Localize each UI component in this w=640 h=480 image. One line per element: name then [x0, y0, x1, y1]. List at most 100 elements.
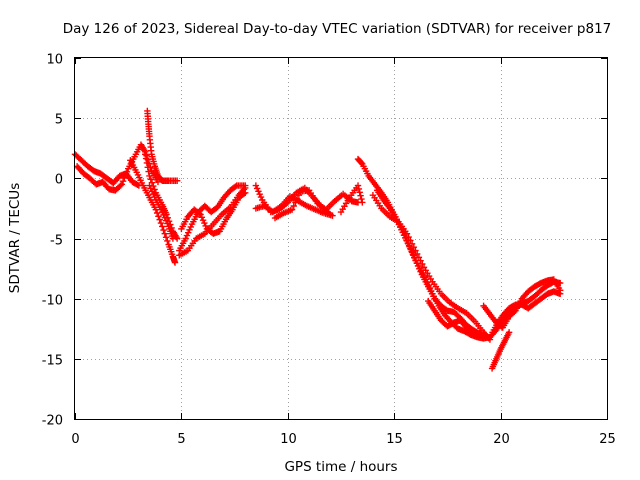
x-tick-label: 25	[599, 432, 616, 447]
data-point	[142, 151, 149, 158]
x-tick-label: 15	[386, 432, 403, 447]
data-point	[476, 331, 483, 338]
data-point	[403, 230, 411, 237]
data-point	[173, 177, 181, 184]
data-point	[199, 217, 207, 224]
data-point	[122, 171, 129, 179]
data-point	[164, 237, 171, 245]
y-axis-label: SDTVAR / TECUs	[7, 183, 23, 293]
data-point	[256, 191, 263, 198]
data-point	[505, 329, 513, 336]
data-point	[147, 185, 154, 192]
data-point	[358, 195, 365, 203]
data-point	[153, 209, 161, 217]
data-points	[71, 107, 564, 372]
x-tick-label: 10	[280, 432, 297, 447]
data-point	[146, 182, 153, 189]
y-tick-label: -20	[42, 414, 63, 429]
data-point	[413, 259, 420, 267]
data-point	[182, 235, 189, 242]
data-point	[142, 155, 150, 162]
data-point	[151, 193, 158, 201]
data-point	[357, 192, 364, 199]
data-point	[202, 222, 209, 230]
data-point	[295, 191, 303, 199]
data-point	[201, 219, 208, 227]
y-tick-label: 10	[46, 53, 63, 68]
data-point	[160, 226, 167, 234]
data-point	[198, 214, 206, 221]
data-point	[196, 210, 203, 217]
data-point	[150, 191, 157, 198]
data-point	[419, 260, 426, 268]
data-point	[288, 206, 296, 213]
data-point	[145, 168, 152, 175]
y-tick-label: 5	[55, 113, 63, 128]
data-point	[159, 223, 166, 230]
data-point	[359, 199, 366, 206]
data-point	[147, 176, 154, 183]
data-point	[407, 245, 414, 252]
data-point	[118, 181, 126, 188]
data-point	[123, 168, 131, 176]
data-point	[511, 308, 518, 316]
data-point	[417, 268, 424, 275]
y-tick-label: 0	[55, 173, 63, 188]
x-tick-label: 5	[177, 432, 185, 447]
data-point	[187, 223, 194, 231]
data-point	[255, 188, 262, 195]
data-point	[117, 182, 124, 189]
data-point	[410, 243, 417, 251]
x-axis-ticks: 0 5 10 15 20 25	[71, 58, 616, 447]
data-point	[290, 202, 297, 210]
data-point	[413, 250, 421, 258]
data-point	[252, 182, 260, 189]
data-point	[242, 184, 249, 192]
data-point	[253, 185, 261, 192]
data-point	[408, 240, 416, 247]
data-point	[356, 189, 363, 196]
data-point	[161, 230, 169, 237]
plot-frame	[74, 57, 608, 420]
chart-title: Day 126 of 2023, Sidereal Day-to-day VTE…	[63, 21, 612, 37]
data-point	[407, 237, 414, 244]
y-tick-label: -10	[42, 294, 63, 309]
y-axis-ticks: -20 -15 -10 -5 0 5 10	[42, 53, 607, 429]
data-point	[146, 172, 153, 180]
data-point	[164, 220, 171, 227]
data-point	[143, 159, 151, 167]
data-point	[355, 185, 363, 193]
data-point	[417, 257, 424, 264]
data-point	[292, 199, 299, 206]
data-point	[414, 262, 422, 270]
data-point	[232, 183, 239, 190]
data-point	[159, 208, 166, 216]
data-point	[185, 229, 192, 236]
data-point	[160, 211, 167, 219]
x-axis-label: GPS time / hours	[284, 459, 397, 475]
data-point	[169, 235, 177, 242]
data-point	[354, 182, 362, 189]
data-point	[293, 195, 301, 202]
data-point	[162, 217, 170, 224]
data-point	[329, 212, 336, 219]
data-point	[197, 211, 204, 218]
y-tick-label: -15	[42, 354, 63, 369]
y-tick-label: -5	[50, 234, 63, 249]
data-point	[144, 164, 151, 171]
data-point	[162, 234, 170, 241]
data-point	[183, 232, 191, 239]
data-point	[412, 247, 419, 254]
data-point	[415, 254, 423, 261]
data-point	[556, 287, 564, 294]
data-point	[157, 219, 165, 227]
data-point	[171, 259, 179, 266]
data-point	[156, 216, 163, 223]
data-point	[416, 265, 423, 273]
data-point	[358, 159, 365, 167]
data-point	[148, 188, 156, 195]
data-point	[408, 248, 415, 255]
data-point	[405, 233, 412, 241]
data-point	[119, 178, 127, 185]
